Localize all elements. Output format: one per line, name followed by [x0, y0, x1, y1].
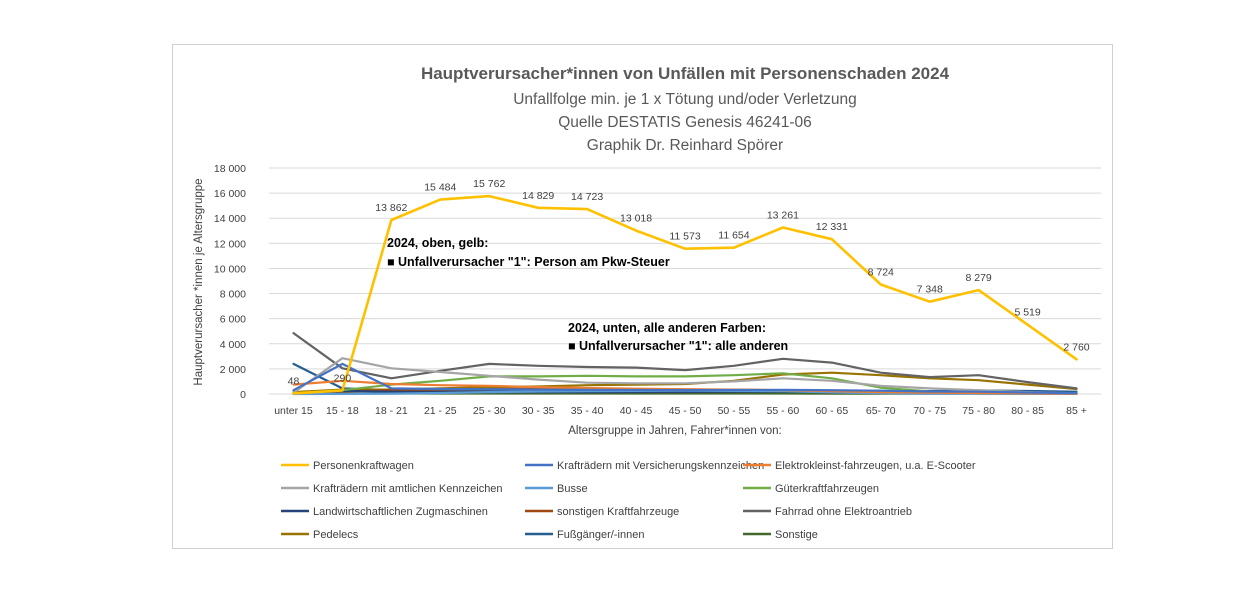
legend-label: Sonstige — [775, 529, 818, 541]
data-label-pkw: 11 654 — [718, 230, 749, 242]
y-tick-label: 4 000 — [220, 339, 246, 351]
data-label-pkw: 12 331 — [816, 221, 848, 233]
data-label-pkw: 13 018 — [620, 213, 652, 225]
legend-item-kraftraedern-mit-amtlichen-kennzeichen: Krafträdern mit amtlichen Kennzeichen — [281, 483, 503, 495]
x-tick-label: 45 - 50 — [669, 405, 702, 417]
legend-label: sonstigen Kraftfahrzeuge — [557, 506, 679, 518]
x-tick-label: 80 - 85 — [1011, 405, 1044, 417]
chart-subtitle-2: Quelle DESTATIS Genesis 46241-06 — [558, 114, 812, 131]
legend-label: Krafträdern mit amtlichen Kennzeichen — [313, 483, 503, 495]
y-tick-label: 16 000 — [214, 188, 246, 200]
data-label-pkw: 15 762 — [473, 178, 505, 190]
legend: Personenkraftwagen Krafträdern mit Versic… — [281, 460, 976, 541]
data-label-pkw: 290 — [334, 372, 352, 384]
x-tick-label: 55 - 60 — [767, 405, 800, 417]
x-tick-label: 85 + — [1066, 405, 1087, 417]
legend-item-elektrokleinst-fahrzeugen-u-a-e-scooter: Elektrokleinst-fahrzeugen, u.a. E-Scoote… — [743, 460, 976, 472]
series-lines — [292, 194, 1078, 396]
data-label-pkw: 2 760 — [1063, 341, 1089, 353]
y-tick-label: 10 000 — [214, 263, 246, 275]
data-label-pkw: 5 519 — [1014, 307, 1040, 319]
x-tick-label: 18 - 21 — [375, 405, 408, 417]
x-tick-label: 40 - 45 — [620, 405, 653, 417]
chart-subtitle-3: Graphik Dr. Reinhard Spörer — [587, 137, 783, 154]
series-line-kraftraedern-mit-amtlichen-kennzeichen — [292, 357, 1078, 395]
legend-item-pedelecs: Pedelecs — [281, 529, 359, 541]
legend-item-fahrrad-ohne-elektroantrieb: Fahrrad ohne Elektroantrieb — [743, 506, 912, 518]
series-line-kraftraedern-mit-versicherungskennzeichen — [292, 362, 1078, 395]
data-label-pkw: 14 723 — [571, 191, 603, 203]
x-tick-label: unter 15 — [274, 405, 313, 417]
x-tick-label: 60 - 65 — [815, 405, 848, 417]
data-label-pkw: 13 261 — [767, 210, 799, 222]
y-tick-label: 8 000 — [220, 289, 246, 301]
x-tick-label: 75 - 80 — [962, 405, 995, 417]
data-label-pkw: 8 279 — [966, 272, 992, 284]
x-tick-label: 25 - 30 — [473, 405, 506, 417]
series-line-personenkraftwagen — [292, 194, 1078, 395]
y-axis-ticks: 0 2 000 4 000 6 000 8 000 10 000 12 000 14 000 1… — [214, 163, 246, 401]
series-line-fussgaenger-innen — [292, 362, 1078, 393]
legend-label: Pedelecs — [313, 529, 359, 541]
data-labels: 48 290 13 862 15 484 15 762 14 829 14 723 13 01… — [288, 178, 1090, 387]
data-label-pkw: 13 862 — [375, 202, 407, 214]
x-tick-label: 50 - 55 — [718, 405, 751, 417]
data-label-pkw: 14 829 — [522, 190, 554, 202]
x-tick-label: 15 - 18 — [326, 405, 359, 417]
x-tick-label: 21 - 25 — [424, 405, 457, 417]
x-axis-label: Altersgruppe in Jahren, Fahrer*innen von… — [568, 425, 782, 437]
y-tick-label: 2 000 — [220, 364, 246, 376]
legend-item-kraftraedern-mit-versicherungskennzeichen: Krafträdern mit Versicherungskennzeichen — [525, 460, 764, 472]
legend-item-fussgaenger-innen: Fußgänger/-innen — [525, 529, 644, 541]
y-tick-label: 6 000 — [220, 314, 246, 326]
series-line-fahrrad-ohne-elektroantrieb — [292, 332, 1078, 390]
annotation-pkw: 2024, oben, gelb: ■ Unfallverursacher "1… — [387, 236, 670, 269]
annotation-others: 2024, unten, alle anderen Farben: ■ Unfa… — [568, 321, 788, 353]
line-chart: Hauptverursacher*innen von Unfällen mit … — [193, 64, 1101, 541]
legend-label: Krafträdern mit Versicherungskennzeichen — [557, 460, 764, 472]
annotation-pkw-line-2: ■ Unfallverursacher "1": Person am Pkw-S… — [387, 255, 670, 269]
x-axis-ticks: unter 15 15 - 18 18 - 21 21 - 25 25 - 30 30 -… — [274, 405, 1087, 417]
chart-subtitle-1: Unfallfolge min. je 1 x Tötung und/oder … — [513, 91, 857, 108]
data-label-pkw: 48 — [288, 375, 300, 387]
legend-label: Personenkraftwagen — [313, 460, 414, 472]
y-axis-label: Hauptverursacher *innen je Altersgruppe — [193, 178, 205, 385]
legend-item-gueterkraftfahrzeugen: Güterkraftfahrzeugen — [743, 483, 879, 495]
data-label-pkw: 11 573 — [669, 231, 700, 243]
data-label-pkw: 8 724 — [868, 266, 894, 278]
legend-label: Busse — [557, 483, 588, 495]
chart-frame: Hauptverursacher*innen von Unfällen mit … — [172, 44, 1113, 549]
legend-label: Fußgänger/-innen — [557, 529, 644, 541]
y-tick-label: 0 — [240, 389, 246, 401]
legend-item-busse: Busse — [525, 483, 588, 495]
legend-label: Güterkraftfahrzeugen — [775, 483, 879, 495]
chart-title: Hauptverursacher*innen von Unfällen mit … — [421, 64, 950, 83]
x-tick-label: 30 - 35 — [522, 405, 555, 417]
x-tick-label: 65- 70 — [866, 405, 896, 417]
y-tick-label: 18 000 — [214, 163, 246, 175]
legend-item-sonstigen-kraftfahrzeuge: sonstigen Kraftfahrzeuge — [525, 506, 679, 518]
legend-label: Fahrrad ohne Elektroantrieb — [775, 506, 912, 518]
legend-label: Landwirtschaftlichen Zugmaschinen — [313, 506, 488, 518]
annotation-others-line-1: 2024, unten, alle anderen Farben: — [568, 321, 766, 335]
data-label-pkw: 15 484 — [424, 182, 456, 194]
legend-item-personenkraftwagen: Personenkraftwagen — [281, 460, 414, 472]
legend-item-landwirtschaftlichen-zugmaschinen: Landwirtschaftlichen Zugmaschinen — [281, 506, 488, 518]
annotation-others-line-2: ■ Unfallverursacher "1": alle anderen — [568, 339, 788, 353]
y-tick-label: 14 000 — [214, 213, 246, 225]
annotation-pkw-line-1: 2024, oben, gelb: — [387, 236, 488, 250]
data-label-pkw: 7 348 — [917, 284, 943, 296]
legend-label: Elektrokleinst-fahrzeugen, u.a. E-Scoote… — [775, 460, 976, 472]
legend-item-sonstige: Sonstige — [743, 529, 818, 541]
y-tick-label: 12 000 — [214, 238, 246, 250]
x-tick-label: 70 - 75 — [913, 405, 946, 417]
x-tick-label: 35 - 40 — [571, 405, 604, 417]
